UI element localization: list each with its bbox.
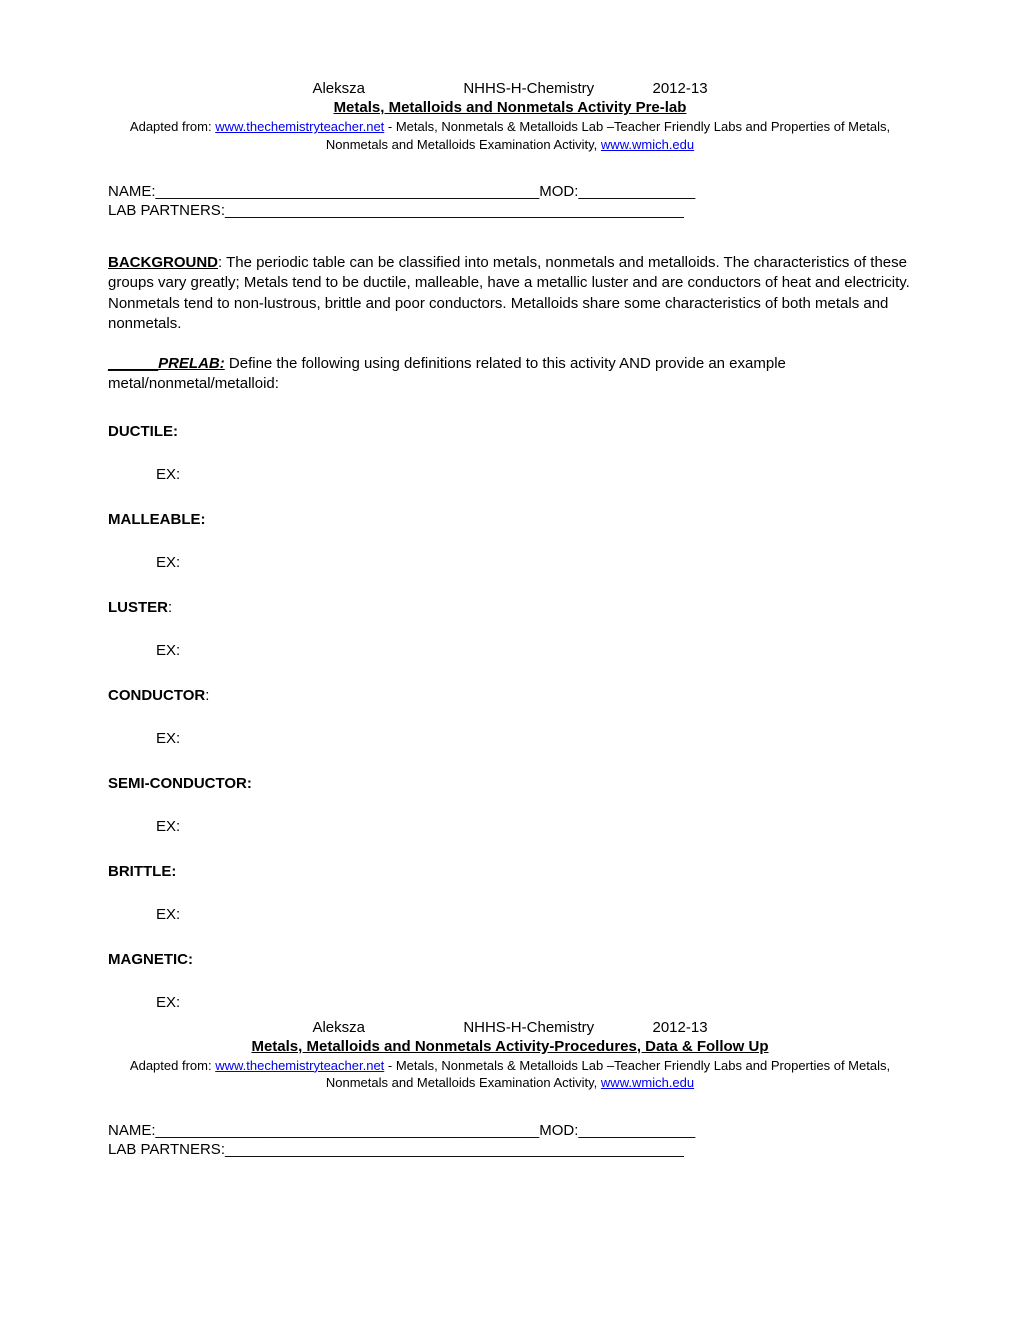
adapted-line-1: Adapted from: www.thechemistryteacher.ne… [108,118,912,153]
name-row-1: NAME:___________________________________… [108,183,912,200]
name-row-2: NAME:___________________________________… [108,1122,912,1139]
year: 2012-13 [653,80,708,97]
background-text: : The periodic table can be classified i… [108,254,910,332]
page-header-1: Aleksza NHHS-H-Chemistry 2012-13 [108,80,912,97]
adapted-prefix-2: Adapted from: [130,1058,215,1073]
name-label: NAME: [108,183,156,200]
page-title-2: Metals, Metalloids and Nonmetals Activit… [108,1038,912,1055]
background-label: BACKGROUND [108,254,218,271]
name-blank: ________________________________________… [156,183,540,200]
ex-semiconductor: EX: [156,818,912,835]
adapted-prefix: Adapted from: [130,119,215,134]
partners-label-2: LAB PARTNERS: [108,1141,225,1158]
source-link-4[interactable]: www.wmich.edu [601,1075,694,1090]
partners-label: LAB PARTNERS: [108,202,225,219]
source-link-1[interactable]: www.thechemistryteacher.net [215,119,384,134]
course-2: NHHS-H-Chemistry [463,1019,594,1036]
term-brittle: BRITTLE: [108,863,912,880]
term-malleable: MALLEABLE: [108,511,912,528]
term-magnetic: MAGNETIC: [108,951,912,968]
background-paragraph: BACKGROUND: The periodic table can be cl… [108,253,912,334]
source-link-3[interactable]: www.thechemistryteacher.net [215,1058,384,1073]
adapted-line-2: Adapted from: www.thechemistryteacher.ne… [108,1057,912,1092]
page-title-1: Metals, Metalloids and Nonmetals Activit… [108,99,912,116]
partners-row-2: LAB PARTNERS:___________________________… [108,1141,912,1158]
source-link-2[interactable]: www.wmich.edu [601,137,694,152]
prelab-label: PRELAB: [158,355,225,372]
author: Aleksza [312,80,365,97]
mod-blank: ______________ [578,183,695,200]
name-blank-2: ________________________________________… [156,1122,540,1139]
partners-row-1: LAB PARTNERS:___________________________… [108,202,912,219]
ex-brittle: EX: [156,906,912,923]
term-semiconductor: SEMI-CONDUCTOR: [108,775,912,792]
author-2: Aleksza [312,1019,365,1036]
mod-label-2: MOD: [539,1122,578,1139]
term-conductor: CONDUCTOR: [108,687,912,704]
ex-luster: EX: [156,642,912,659]
year-2: 2012-13 [653,1019,708,1036]
prelab-paragraph: ______PRELAB: Define the following using… [108,354,912,395]
term-luster: LUSTER: [108,599,912,616]
term-ductile: DUCTILE: [108,423,912,440]
ex-conductor: EX: [156,730,912,747]
partners-blank-2: ________________________________________… [225,1141,684,1158]
mod-label: MOD: [539,183,578,200]
course: NHHS-H-Chemistry [463,80,594,97]
mod-blank-2: ______________ [578,1122,695,1139]
partners-blank: ________________________________________… [225,202,684,219]
prelab-indent: ______ [108,355,158,372]
ex-ductile: EX: [156,466,912,483]
page-header-2: Aleksza NHHS-H-Chemistry 2012-13 [108,1019,912,1036]
ex-malleable: EX: [156,554,912,571]
name-label-2: NAME: [108,1122,156,1139]
ex-magnetic: EX: [156,994,912,1011]
